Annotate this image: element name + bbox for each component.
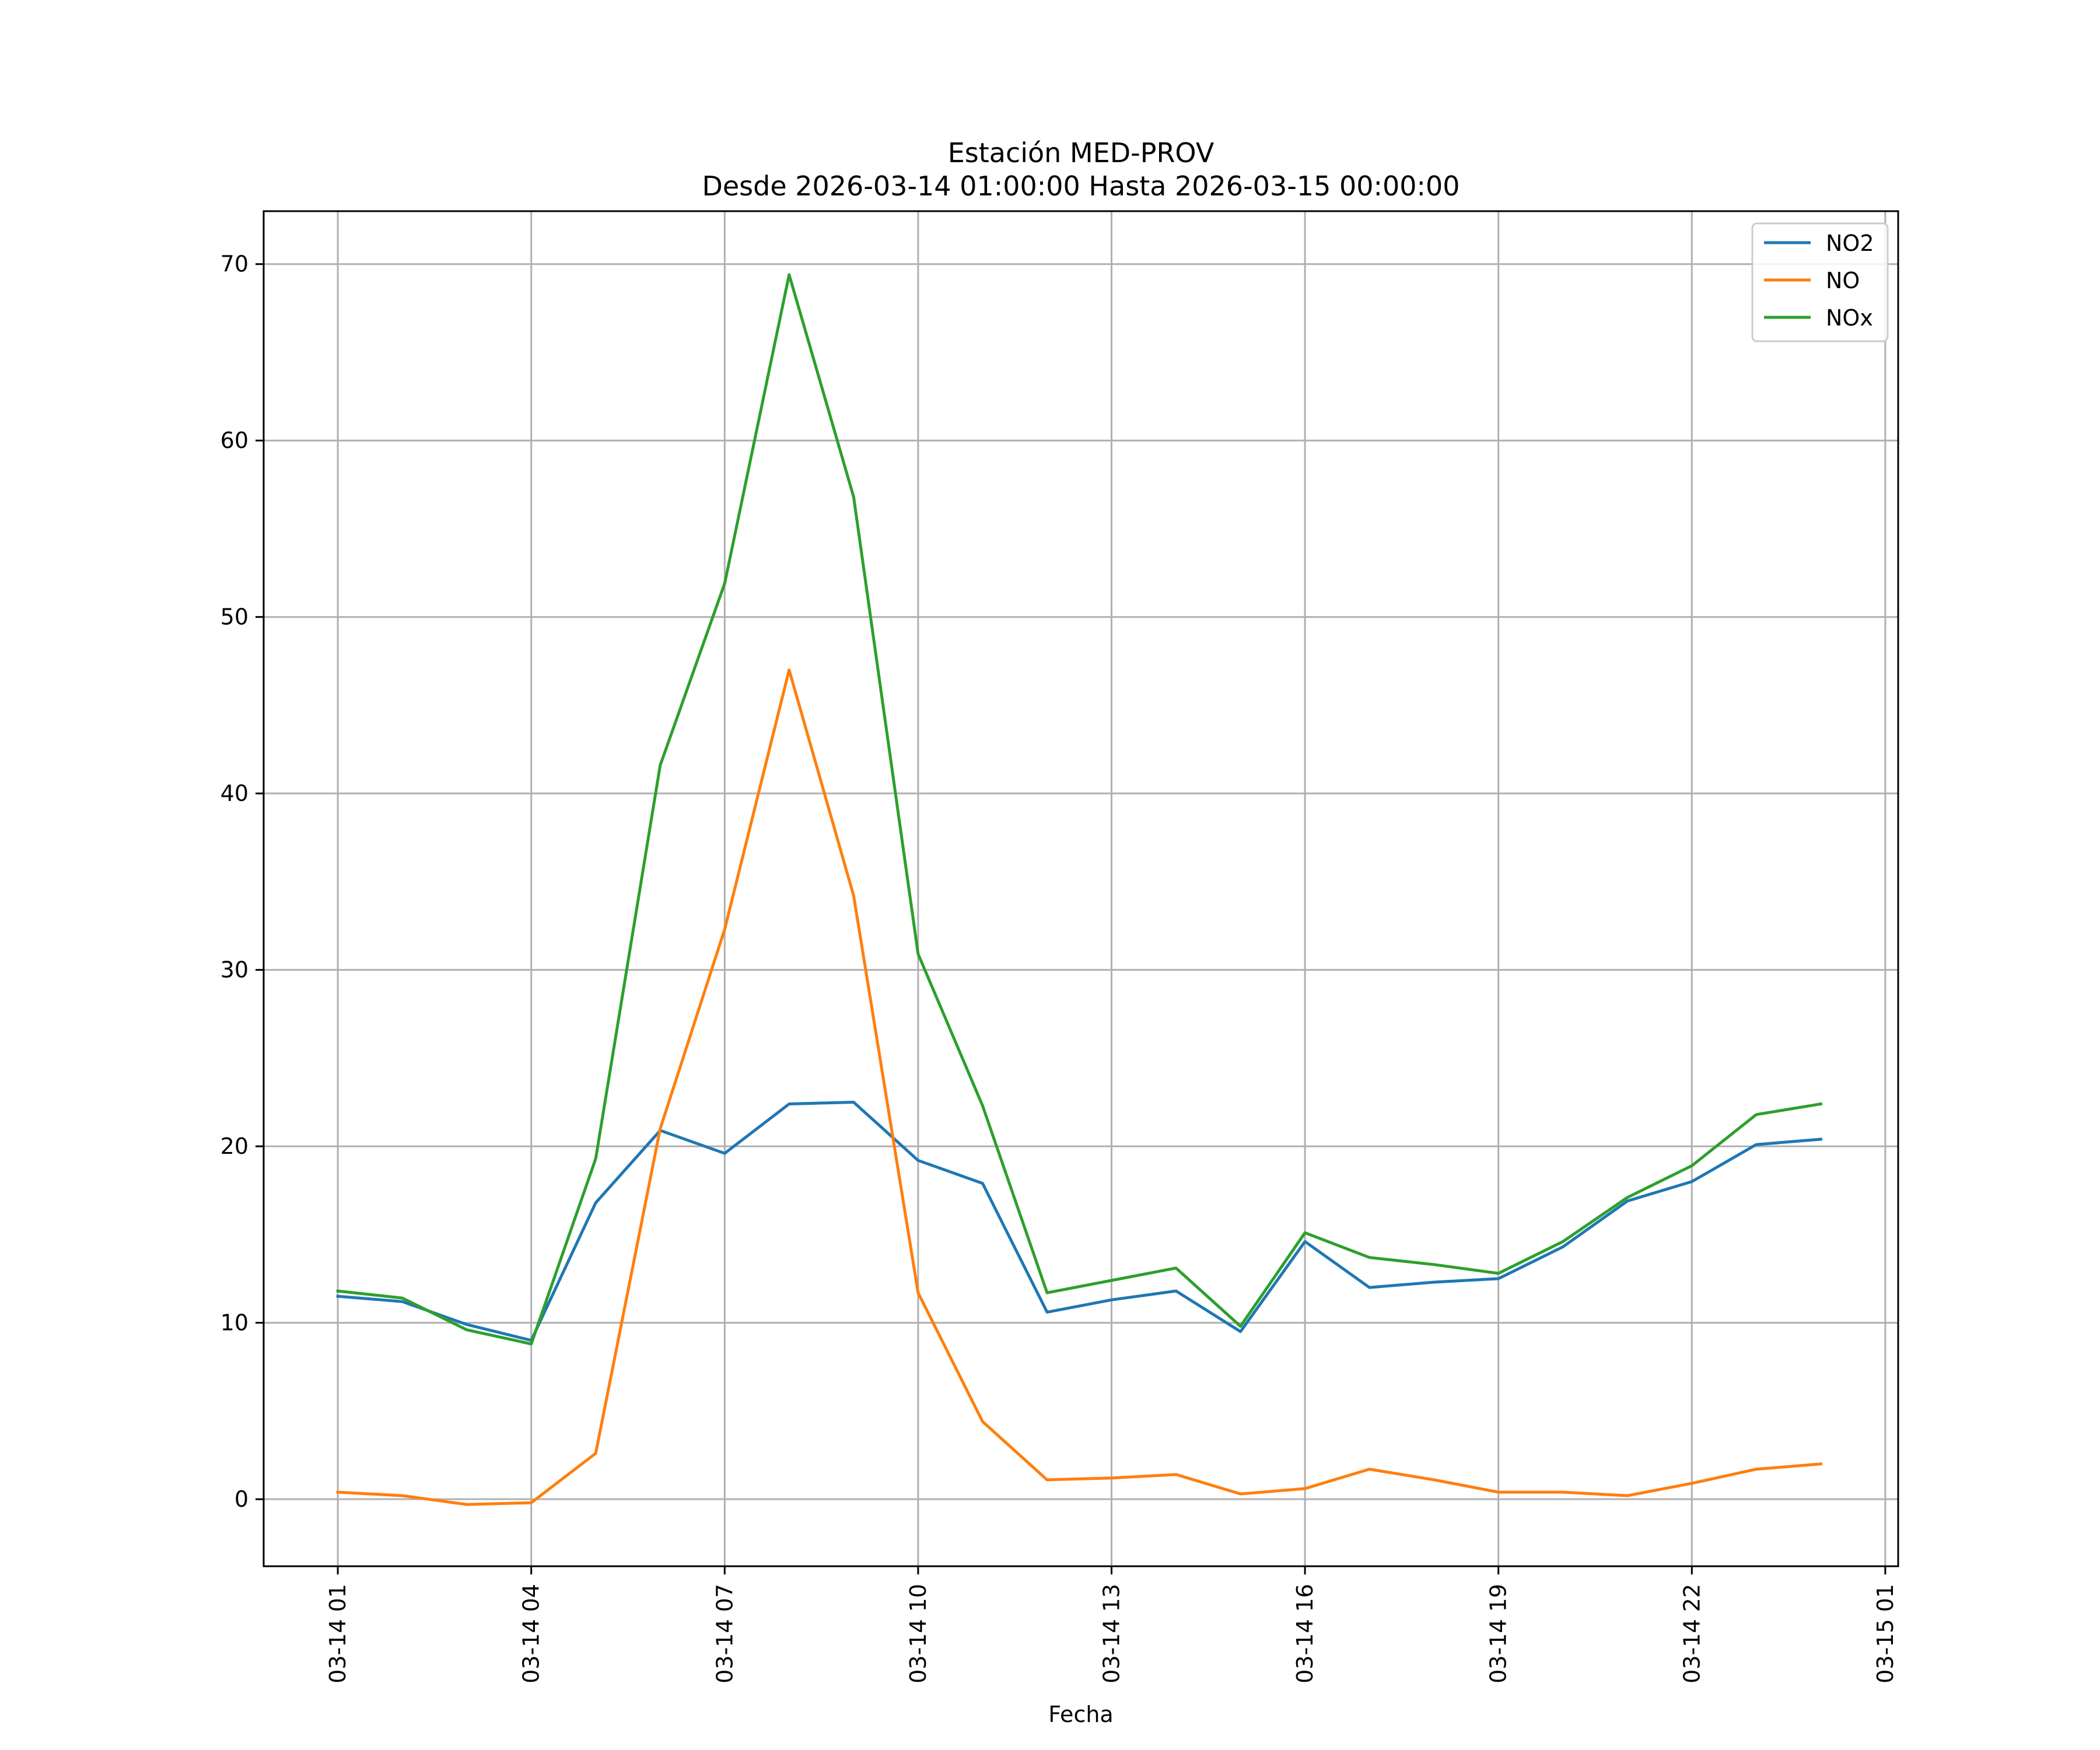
legend-box	[1751, 222, 1889, 342]
plot-frame	[262, 210, 1899, 1567]
y-tick-label: 70	[220, 251, 249, 277]
legend-label-no: NO	[1826, 268, 1860, 293]
x-axis-label: Fecha	[1048, 1702, 1113, 1727]
x-tick-label: 03-15 01	[1873, 1584, 1898, 1684]
chart-title: Estación MED-PROV	[948, 137, 1214, 169]
series-line-no	[336, 668, 1823, 1506]
x-tick-label: 03-14 04	[519, 1584, 544, 1684]
x-tick-label: 03-14 13	[1099, 1584, 1125, 1684]
chart-subtitle: Desde 2026-03-14 01:00:00 Hasta 2026-03-…	[702, 170, 1460, 202]
y-tick-label: 20	[220, 1133, 249, 1159]
x-tick-label: 03-14 07	[712, 1584, 737, 1684]
y-tick-label: 50	[220, 604, 249, 630]
series-line-no2	[336, 1101, 1823, 1342]
series-lines	[336, 273, 1823, 1506]
axis-ticks: 0 10 20 30 40 50 60 70 03-14 01 03-14 04 03-14 07 0…	[220, 251, 1898, 1684]
x-tick-label: 03-14 01	[325, 1584, 351, 1684]
legend-label-no2: NO2	[1826, 230, 1874, 256]
x-tick-label: 03-14 22	[1679, 1584, 1704, 1684]
x-tick-label: 03-14 19	[1486, 1584, 1511, 1684]
x-tick-label: 03-14 10	[905, 1584, 931, 1684]
y-tick-label: 10	[220, 1310, 249, 1336]
y-tick-label: 30	[220, 957, 249, 983]
legend-label-nox: NOx	[1826, 305, 1873, 331]
x-tick-label: 03-14 16	[1292, 1584, 1318, 1684]
y-tick-label: 0	[235, 1486, 249, 1512]
y-tick-label: 60	[220, 428, 249, 453]
y-tick-label: 40	[220, 780, 249, 806]
series-line-nox	[336, 273, 1823, 1346]
legend[interactable]: NO2 NO NOx	[1751, 222, 1889, 342]
gridlines	[264, 211, 1898, 1566]
